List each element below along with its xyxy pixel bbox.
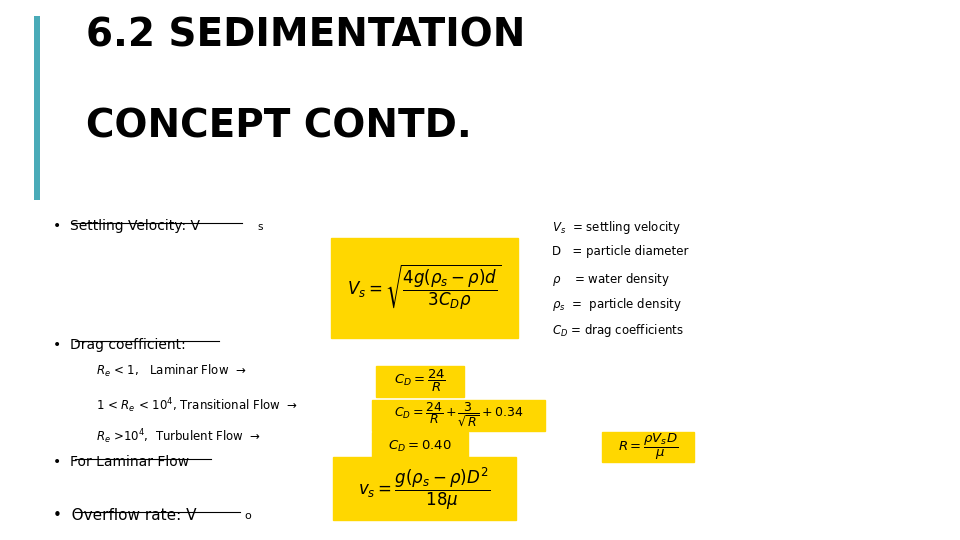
Text: $C_D = \dfrac{24}{R}$: $C_D = \dfrac{24}{R}$ [394,368,445,394]
Text: •  Overflow rate: V: • Overflow rate: V [53,508,196,523]
Text: $R_e$ < 1,   Laminar Flow  →: $R_e$ < 1, Laminar Flow → [96,363,247,379]
Text: $\rho$    = water density: $\rho$ = water density [552,271,670,287]
Text: 1 < $R_e$ < 10$^4$, Transitional Flow  →: 1 < $R_e$ < 10$^4$, Transitional Flow → [96,396,299,415]
Text: $C_D$ = drag coefficients: $C_D$ = drag coefficients [552,322,684,339]
Text: $R = \dfrac{\rho V_s D}{\mu}$: $R = \dfrac{\rho V_s D}{\mu}$ [618,431,678,462]
Text: $v_s = \dfrac{g(\rho_s - \rho)D^2}{18\mu}$: $v_s = \dfrac{g(\rho_s - \rho)D^2}{18\mu… [358,465,491,512]
Text: •  For Laminar Flow: • For Laminar Flow [53,455,189,469]
Text: $R_e$ >10$^4$,  Turbulent Flow  →: $R_e$ >10$^4$, Turbulent Flow → [96,428,261,447]
Text: $C_D = 0.40$: $C_D = 0.40$ [388,439,451,454]
Text: •  Settling Velocity: V: • Settling Velocity: V [53,219,200,233]
Text: $C_D = \dfrac{24}{R} + \dfrac{3}{\sqrt{R}} + 0.34$: $C_D = \dfrac{24}{R} + \dfrac{3}{\sqrt{R… [394,401,524,429]
Text: 6.2 SEDIMENTATION: 6.2 SEDIMENTATION [86,16,526,54]
Text: •  Drag coefficient:: • Drag coefficient: [53,338,185,352]
Text: $\rho_s$  =  particle density: $\rho_s$ = particle density [552,296,682,313]
Text: CONCEPT CONTD.: CONCEPT CONTD. [86,108,472,146]
Text: o: o [245,511,252,522]
Text: $V_s$  = settling velocity: $V_s$ = settling velocity [552,219,681,235]
Text: $V_s = \sqrt{\dfrac{4g(\rho_s - \rho)d}{3C_D\rho}}$: $V_s = \sqrt{\dfrac{4g(\rho_s - \rho)d}{… [347,262,502,312]
Text: s: s [257,222,263,233]
Text: D   = particle diameter: D = particle diameter [552,245,688,258]
